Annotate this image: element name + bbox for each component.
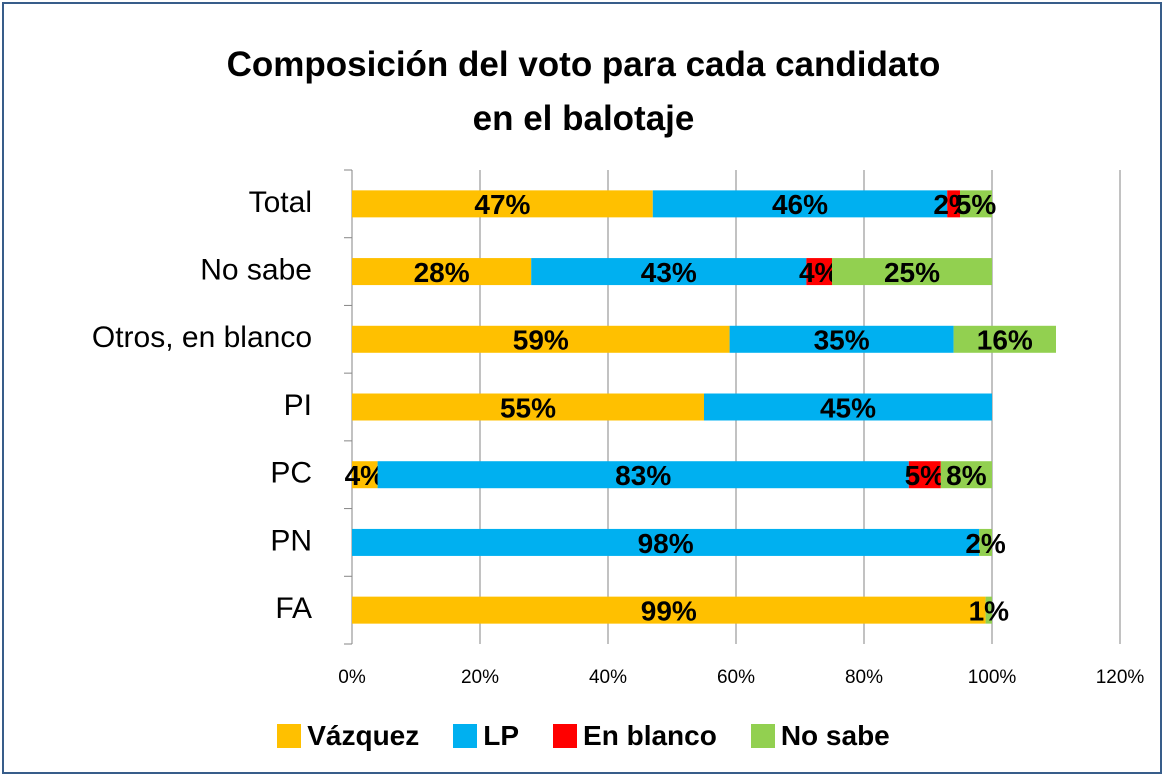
x-tick-label: 60% [717,667,755,688]
legend-item: En blanco [553,720,717,752]
x-tick-label: 120% [1096,667,1145,688]
bar-segment [832,258,992,286]
y-tick-label: FA [275,592,312,625]
bar-segment [352,325,730,353]
data-label: 1% [969,596,1010,627]
bar-segment [652,190,948,218]
legend-swatch [453,724,478,748]
y-tick-label: Otros, en blanco [92,321,312,354]
bar-segment [352,461,378,489]
legend-label: No sabe [780,720,890,751]
chart-title: Composición del voto para cada candidato… [226,45,941,138]
x-tick-label: 40% [589,667,627,688]
legend-item: No sabe [750,720,890,752]
legend-label: LP [483,720,520,751]
bar-segment [806,258,832,286]
data-label: 28% [414,257,470,288]
y-tick-label: PI [284,389,312,422]
legend-label: En blanco [583,720,717,751]
bar-segment [940,461,992,489]
legend-swatch [750,724,775,748]
legend-item: Vázquez [277,720,419,752]
data-label: 16% [977,325,1033,356]
x-tick-label: 20% [461,667,499,688]
bar-segment [960,190,992,218]
x-tick-label: 100% [968,667,1017,688]
x-tick-label: 80% [845,667,883,688]
y-tick-label: PC [270,457,312,490]
data-label: 98% [638,528,694,559]
data-label: 5% [956,189,997,220]
bar-segment [704,393,992,421]
bar-segment [352,190,653,218]
bar-segment [985,596,992,624]
data-label: 47% [474,189,530,220]
bar-segment [947,190,960,218]
y-tick-label: Total [249,186,312,219]
y-tick-label: PN [270,524,312,557]
legend-item: LP [453,720,519,752]
data-label: 2% [965,528,1006,559]
bar-segment [531,258,807,286]
bar-segment [352,258,532,286]
data-label: 45% [820,392,876,423]
legend-swatch [277,724,302,748]
bar-segment [352,393,704,421]
legend: Vázquez LP En blanco No sabe [0,720,1167,752]
bar-segment [377,461,909,489]
legend-swatch [553,724,578,748]
data-label: 25% [884,257,940,288]
x-tick-label: 0% [338,667,366,688]
data-label: 55% [500,392,556,423]
data-label: 35% [814,325,870,356]
data-label: 8% [946,460,987,491]
bar-segment [729,325,954,353]
data-label: 43% [641,257,697,288]
bar-segment [953,325,1056,353]
data-label: 46% [772,189,828,220]
data-label: 83% [615,460,671,491]
data-label: 59% [513,325,569,356]
bar-segment [979,528,992,556]
data-label: 99% [641,596,697,627]
legend-label: Vázquez [307,720,420,751]
bar-segment [908,461,941,489]
y-tick-label: No sabe [200,253,312,286]
bar-segment [352,596,986,624]
bar-segment [352,528,980,556]
data-label: 5% [905,460,946,491]
